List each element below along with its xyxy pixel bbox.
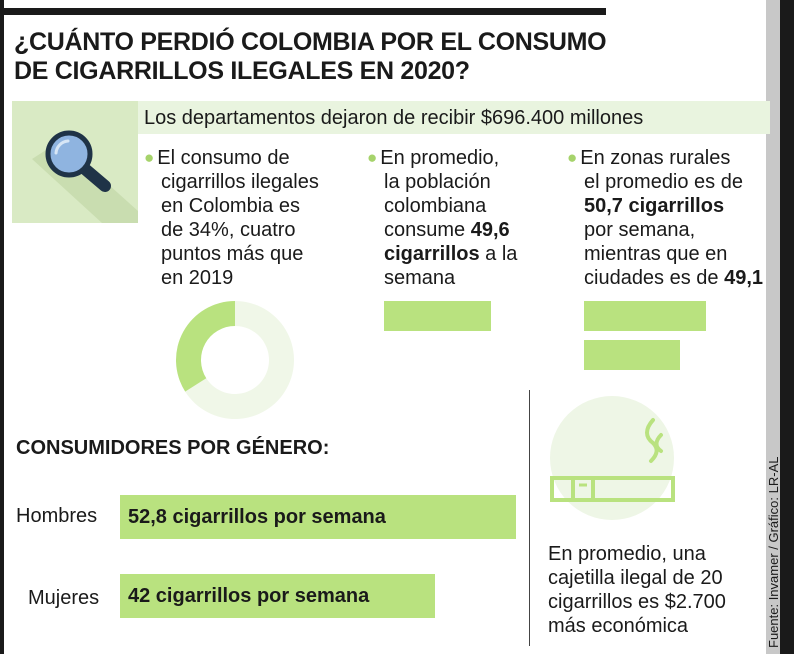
cigarette-icon [550,396,675,520]
donut-chart [176,301,294,419]
subtitle: Los departamentos dejaron de recibir $69… [144,107,644,129]
col3-line: En zonas rurales [580,147,731,169]
infographic: ¿CUÁNTO PERDIÓ COLOMBIA POR EL CONSUMO D… [4,0,781,654]
stat-column-2: ● En promedio, la población colombiana co… [367,146,517,290]
col2-line: semana [384,267,456,289]
bar-national-average [384,301,492,331]
col1-line: El consumo de [157,147,290,169]
bar-men: 52,8 cigarrillos por semana [120,495,516,539]
bar-women-label: 42 cigarrillos por semana [128,585,370,607]
col3-line: el promedio es de [584,171,743,193]
col1-line: puntos más que [161,243,304,265]
title-line-2: DE CIGARRILLOS ILEGALES EN 2020? [14,57,470,85]
section-divider [529,390,530,646]
col1-line: de 34%, cuatro [161,219,296,241]
subtitle-band [12,101,770,134]
search-icon-box [12,101,138,223]
magnifier-icon [32,130,138,223]
col1-line: cigarrillos ilegales [161,171,319,193]
col3-rural-value: 50,7 cigarrillos [584,195,725,217]
note-line: más económica [548,615,689,637]
col2-line: consume [384,219,471,241]
col3-line: por semana, [584,219,696,241]
bar-rural [584,301,706,331]
price-note: En promedio, una cajetilla ilegal de 20 … [548,542,726,638]
donut-slice-rest [185,301,294,419]
gender-label-women: Mujeres [28,587,100,609]
stat-column-1: ● El consumo de cigarrillos ilegales en C… [144,146,319,290]
col3-city-value: 49,1 [724,267,764,289]
stat-column-3: ● En zonas rurales el promedio es de 50,7… [567,146,763,290]
col2-line: a la [479,243,518,265]
page-title: ¿CUÁNTO PERDIÓ COLOMBIA POR EL CONSUMO D… [14,28,634,86]
col3-line: mientras que en [584,243,728,265]
gender-label-men: Hombres [16,505,98,527]
bar-city [584,340,680,370]
donut-slice-illegal [176,301,235,392]
source-credit: Fuente: Invamer / Gráfico: LR-AL [766,456,781,648]
bullet-icon: ● [567,148,578,167]
col2-unit: cigarrillos [384,243,480,265]
bullet-icon: ● [367,148,378,167]
top-rule [4,8,606,15]
col2-line: colombiana [384,195,487,217]
col2-line: En promedio, [380,147,500,169]
bar-men-label: 52,8 cigarrillos por semana [128,506,386,528]
bullet-icon: ● [144,148,155,167]
bar-women: 42 cigarrillos por semana [120,574,435,618]
col1-line: en 2019 [161,267,234,289]
col2-line: la población [384,171,491,193]
col2-value: 49,6 [470,219,510,241]
col3-line: ciudades es de [584,267,725,289]
title-line-1: ¿CUÁNTO PERDIÓ COLOMBIA POR EL CONSUMO [14,28,607,56]
gender-section-title: CONSUMIDORES POR GÉNERO: [16,437,330,459]
note-line: cigarrillos es $2.700 [548,591,726,613]
col1-line: en Colombia es [161,195,300,217]
note-line: cajetilla ilegal de 20 [548,567,723,589]
right-margin-strip [766,0,780,654]
note-line: En promedio, una [548,543,706,565]
